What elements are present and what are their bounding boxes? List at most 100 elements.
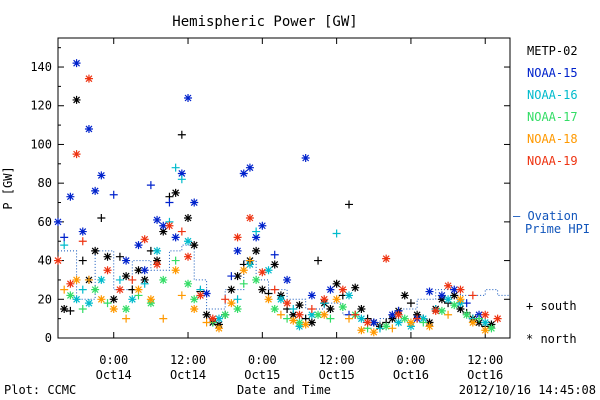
north-marker (332, 279, 341, 288)
north-marker (468, 318, 477, 327)
x-tick-time-label: 12:00 (467, 353, 503, 367)
north-marker (66, 291, 75, 300)
south-marker (245, 256, 254, 265)
legend-north: * north (526, 332, 577, 346)
north-marker (233, 246, 242, 255)
north-marker (363, 318, 372, 327)
south-marker (115, 275, 124, 284)
north-marker (184, 237, 193, 246)
north-marker (190, 241, 199, 250)
legend: METP-02 NOAA-15 NOAA-16 NOAA-17 NOAA-18 NOAA-… (527, 44, 578, 168)
south-marker (314, 256, 323, 265)
north-marker (66, 279, 75, 288)
north-marker (72, 150, 81, 159)
north-marker (444, 281, 453, 290)
south-marker (375, 324, 384, 333)
north-marker (134, 285, 143, 294)
x-axis: 0:00Oct1412:00Oct140:00Oct1512:00Oct150:… (96, 38, 503, 382)
north-marker (66, 192, 75, 201)
north-marker (140, 235, 149, 244)
south-marker (475, 314, 484, 323)
series-metp-02 (60, 95, 496, 331)
north-marker (295, 310, 304, 319)
south-marker (97, 214, 106, 222)
north-marker (382, 254, 391, 263)
north-marker (122, 256, 131, 265)
north-marker (103, 266, 112, 275)
north-marker (109, 304, 118, 313)
south-marker (177, 175, 186, 184)
north-marker (153, 246, 162, 255)
north-marker (214, 324, 223, 333)
y-tick-label: 140 (30, 60, 52, 74)
north-marker (357, 314, 366, 323)
north-marker (72, 275, 81, 284)
south-marker (103, 299, 112, 308)
x-tick-time-label: 12:00 (170, 353, 206, 367)
north-marker (184, 214, 193, 222)
x-tick-time-label: 0:00 (99, 353, 128, 367)
north-marker (239, 169, 248, 178)
north-marker (184, 279, 193, 288)
y-tick-label: 40 (38, 254, 52, 268)
north-marker (258, 221, 267, 230)
series-noaa-15 (54, 59, 484, 327)
south-marker (165, 198, 174, 207)
north-marker (91, 186, 100, 195)
chart-title: Hemispheric Power [GW] (172, 14, 357, 30)
x-tick-date-label: Oct16 (393, 368, 429, 382)
legend-entry-noaa-16: NOAA-16 (527, 88, 578, 102)
north-marker (450, 285, 459, 294)
south-marker (388, 324, 397, 333)
north-marker (450, 291, 459, 300)
y-tick-label: 120 (30, 99, 52, 113)
north-marker (326, 285, 335, 294)
north-marker (72, 59, 81, 68)
north-marker (295, 301, 304, 310)
x-tick-date-label: Oct14 (96, 368, 132, 382)
south-marker (276, 310, 285, 319)
series-noaa-17 (66, 256, 496, 333)
plot-credit: Plot: CCMC (4, 383, 76, 397)
ovation-line (58, 244, 510, 324)
north-marker (382, 322, 391, 331)
south-marker (345, 200, 354, 209)
north-marker (109, 295, 118, 304)
north-marker (369, 318, 378, 327)
x-tick-time-label: 0:00 (396, 353, 425, 367)
south-marker (283, 314, 292, 323)
north-marker (202, 310, 211, 319)
north-marker (72, 295, 81, 304)
north-marker (481, 318, 490, 327)
south-marker (177, 291, 186, 300)
x-tick-time-label: 0:00 (248, 353, 277, 367)
north-marker (338, 285, 347, 294)
south-marker (252, 227, 261, 236)
north-marker (140, 266, 149, 275)
south-marker (307, 304, 316, 313)
y-tick-label: 20 (38, 292, 52, 306)
north-marker (245, 214, 254, 222)
north-marker (159, 275, 168, 284)
north-marker (307, 318, 316, 327)
north-marker (239, 266, 248, 275)
north-marker (289, 316, 298, 325)
south-marker (109, 190, 118, 199)
north-marker (208, 314, 217, 323)
south-marker (140, 279, 149, 288)
south-marker (78, 237, 87, 246)
south-marker (270, 285, 279, 294)
south-marker (326, 314, 335, 323)
north-marker (425, 322, 434, 331)
north-marker (227, 299, 236, 308)
north-marker (134, 266, 143, 275)
north-marker (190, 304, 199, 313)
south-marker (146, 181, 155, 190)
north-marker (444, 295, 453, 304)
north-marker (122, 304, 131, 313)
north-marker (171, 188, 180, 197)
north-marker (270, 304, 279, 313)
north-marker (97, 171, 106, 180)
y-axis: 0 20 40 60 80 100 120 140 (30, 47, 510, 345)
x-tick-date-label: Oct14 (170, 368, 206, 382)
